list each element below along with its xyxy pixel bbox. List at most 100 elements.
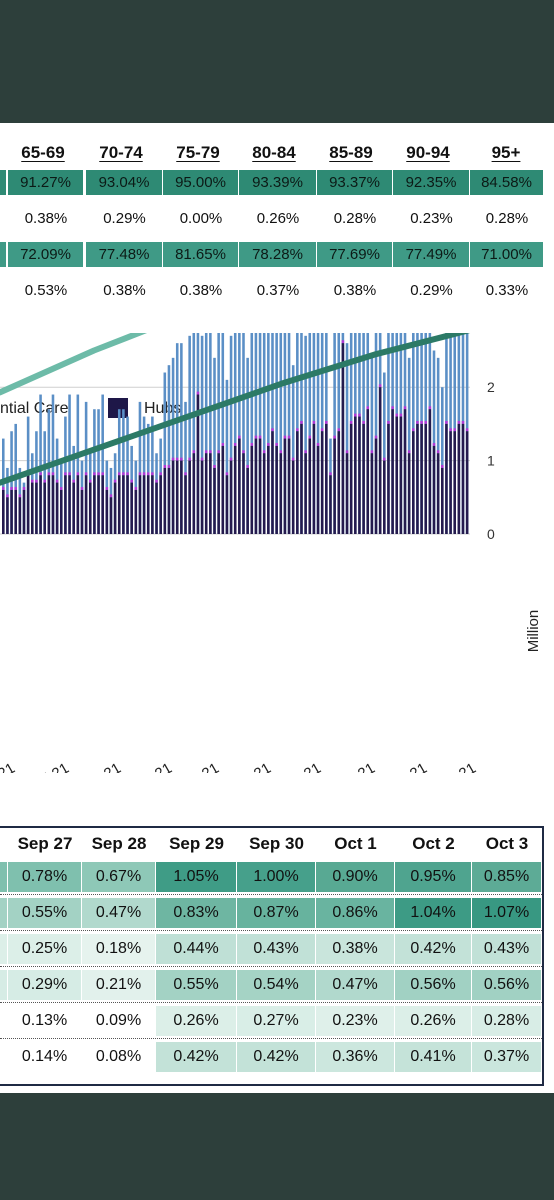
age-cell: 0.23% — [410, 210, 453, 227]
age-cell: 91.27% — [8, 170, 84, 195]
bar-total — [209, 333, 212, 534]
bar-total — [275, 333, 278, 534]
age-cell: 93.04% — [86, 170, 163, 195]
date-cell: 0.47% — [82, 898, 156, 928]
bar-total — [68, 394, 71, 534]
date-cell: 0.43% — [237, 934, 316, 964]
age-cell: 0.38% — [103, 282, 146, 299]
date-cell: 0.26% — [395, 1006, 472, 1036]
age-cell: 0.29% — [410, 282, 453, 299]
bar-hubs — [461, 423, 465, 534]
date-cell: 0.54% — [237, 970, 316, 1000]
bar-magenta — [441, 465, 444, 468]
bar-hubs — [300, 423, 303, 534]
bar-magenta — [449, 428, 452, 432]
bar-hubs — [246, 467, 249, 534]
bar-total — [122, 409, 125, 534]
bar-hubs — [14, 489, 17, 534]
age-cell: 0.00% — [179, 210, 223, 227]
date-header: Oct 1 — [334, 834, 377, 853]
date-cell: 0.21% — [82, 970, 156, 1000]
bar-total — [184, 401, 187, 534]
x-tick-label: 2 Sep 21 — [263, 760, 324, 773]
bar-magenta — [134, 487, 138, 490]
age-cell-stub — [0, 242, 7, 267]
bar-magenta — [453, 428, 457, 432]
bar-total — [117, 409, 121, 534]
date-cell: 1.00% — [237, 862, 316, 892]
date-header: Sep 29 — [169, 834, 224, 853]
bar-total — [163, 372, 167, 534]
date-cell: 0.28% — [472, 1006, 542, 1036]
age-cell: 0.38% — [333, 282, 377, 299]
date-header: Sep 27 — [17, 834, 73, 853]
date-header: Sep 28 — [91, 834, 147, 853]
bar-total — [383, 372, 386, 534]
bar-total — [200, 335, 204, 534]
x-tick-label: 9 Aug 21 — [115, 760, 175, 773]
bar-hubs — [449, 431, 452, 534]
bar-magenta — [68, 472, 71, 476]
bar-hubs — [122, 475, 125, 534]
age-cell: 0.37% — [256, 282, 300, 299]
bar-magenta — [436, 450, 440, 454]
bar-magenta — [126, 472, 129, 476]
date-cell: 0.18% — [82, 934, 156, 964]
line-lower — [0, 333, 471, 486]
bar-magenta — [213, 465, 216, 468]
bar-hubs — [213, 467, 216, 534]
bar-magenta — [188, 457, 191, 461]
bar-magenta — [80, 487, 84, 490]
bar-hubs — [262, 453, 266, 534]
bar-hubs — [428, 409, 432, 534]
age-cell: 77.49% — [393, 242, 470, 267]
bar-magenta — [204, 450, 208, 454]
bar-hubs — [105, 489, 109, 534]
bar-magenta — [345, 450, 349, 454]
bar-hubs — [55, 482, 59, 534]
bar-magenta — [105, 487, 109, 490]
age-cell: 0.53% — [24, 282, 68, 299]
vaccination-chart: 012345Millionntial CareHubsJul 2124 Jul … — [0, 333, 542, 773]
bar-magenta — [445, 420, 448, 424]
bar-hubs — [101, 475, 104, 534]
bar-total — [233, 333, 237, 534]
bar-magenta — [337, 428, 341, 432]
age-cell: 84.58% — [470, 170, 544, 195]
bar-hubs — [18, 497, 22, 534]
date-cell: 0.13% — [8, 1006, 82, 1036]
date-cell: 0.44% — [156, 934, 237, 964]
bar-hubs — [287, 438, 291, 534]
bar-total — [283, 333, 287, 534]
bar-hubs — [387, 423, 390, 534]
bar-magenta — [250, 442, 254, 446]
bar-total — [407, 357, 411, 534]
bar-total — [370, 357, 374, 534]
bar-hubs — [283, 438, 287, 534]
bar-hubs — [465, 431, 469, 534]
bar-total — [39, 394, 42, 534]
bar-hubs — [267, 445, 270, 534]
age-cell: 0.33% — [485, 282, 529, 299]
bar-hubs — [180, 460, 183, 534]
bar-hubs — [279, 453, 283, 534]
bar-magenta — [316, 442, 320, 446]
date-cell: 0.23% — [316, 1006, 395, 1036]
bar-total — [188, 335, 191, 534]
date-cell: 0.95% — [395, 862, 472, 892]
bar-hubs — [416, 423, 419, 534]
row-separator — [0, 1002, 542, 1003]
age-cell: 95.00% — [163, 170, 239, 195]
date-cell: 0.36% — [316, 1042, 395, 1072]
bar-magenta — [399, 413, 403, 417]
bar-hubs — [184, 475, 187, 534]
age-cell: 77.69% — [317, 242, 393, 267]
x-tick-label: 24 Jul 21 — [11, 760, 72, 773]
bar-magenta — [283, 435, 287, 439]
bar-hubs — [88, 482, 92, 534]
bar-magenta — [22, 487, 26, 490]
bar-hubs — [155, 482, 158, 534]
age-cell: 77.48% — [86, 242, 163, 267]
bar-magenta — [412, 428, 415, 432]
date-cell: 0.86% — [316, 898, 395, 928]
